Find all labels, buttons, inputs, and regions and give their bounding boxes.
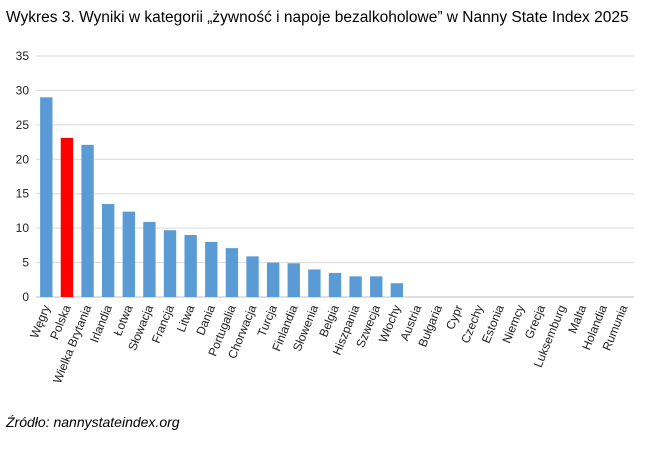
bar-łotwa (122, 211, 135, 297)
x-tick-label: Cypr (443, 303, 465, 332)
y-tick-label: 20 (16, 152, 30, 166)
bar-włochy (390, 283, 404, 297)
y-axis-ticks: 0 5 10 15 20 25 30 35 (16, 49, 30, 304)
bar-portugalia (225, 248, 239, 297)
bar-węgry (40, 97, 53, 297)
bar-hiszpania (349, 276, 362, 297)
bar-litwa (184, 235, 197, 297)
y-tick-label: 25 (16, 118, 30, 132)
bar-francja (163, 230, 177, 297)
bar-finlandia (287, 263, 300, 297)
bar-słowenia (308, 269, 321, 297)
chart-title: Wykres 3. Wyniki w kategorii „żywność i … (6, 9, 629, 26)
bar-turcja (266, 262, 280, 297)
y-tick-label: 0 (22, 290, 29, 304)
y-tick-label: 5 (22, 256, 29, 270)
bar-irlandia (101, 204, 115, 297)
bars (40, 97, 404, 297)
bar-polska (60, 137, 74, 297)
bar-wielka-brytania (81, 144, 94, 297)
bar-dania (205, 241, 218, 297)
source-note: Źródło: nannystateindex.org (6, 414, 180, 430)
bar-słowacja (143, 221, 156, 297)
bar-belgia (328, 272, 342, 297)
y-tick-label: 30 (16, 83, 30, 97)
y-tick-label: 10 (16, 221, 30, 235)
bar-chorwacja (246, 256, 259, 297)
bar-szwecja (370, 276, 383, 297)
y-tick-label: 35 (16, 49, 30, 63)
y-tick-label: 15 (16, 187, 30, 201)
